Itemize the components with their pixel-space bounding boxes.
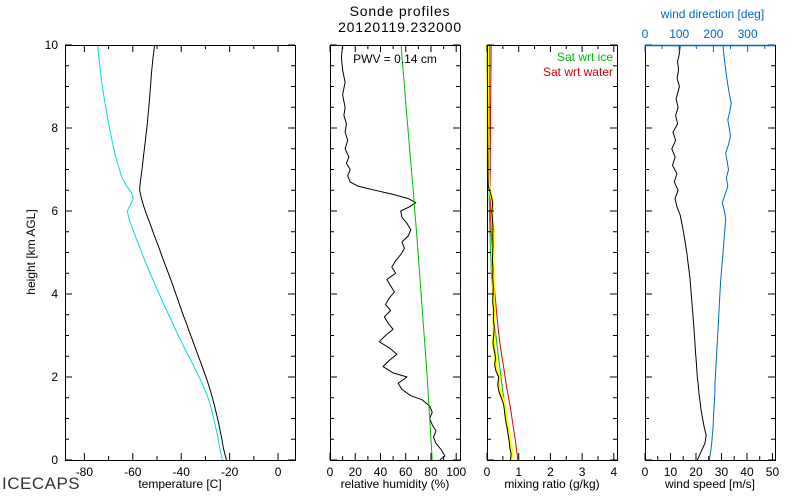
y-axis-label-height: height [km AGL] [24,209,38,295]
top-axis-label-wind-direction: wind direction [deg] [660,7,765,21]
legend-sat-wrt-ice: Sat wrt ice [556,50,613,64]
svg-text:-60: -60 [124,465,142,479]
svg-text:80: 80 [424,465,438,479]
svg-text:6: 6 [51,204,58,218]
svg-text:30: 30 [715,465,729,479]
pwv-annotation: PWV = 0.14 cm [353,52,437,66]
x-axis-label-temperature: temperature [C] [138,477,222,491]
x-axis-label-relative-humidity: relative humidity (%) [340,477,450,491]
svg-text:100: 100 [446,465,466,479]
svg-text:0: 0 [327,465,334,479]
svg-text:40: 40 [374,465,388,479]
svg-text:0: 0 [642,465,649,479]
svg-text:60: 60 [399,465,413,479]
svg-text:40: 40 [740,465,754,479]
svg-text:8: 8 [51,121,58,135]
svg-text:-80: -80 [76,465,94,479]
icecaps-watermark: ICECAPS [2,474,81,493]
svg-text:100: 100 [669,27,689,41]
svg-text:10: 10 [45,38,59,52]
svg-text:1: 1 [515,465,522,479]
svg-text:0: 0 [484,465,491,479]
svg-text:2: 2 [51,370,58,384]
svg-text:3: 3 [579,465,586,479]
svg-text:200: 200 [703,27,723,41]
svg-text:0: 0 [51,453,58,467]
svg-text:20: 20 [349,465,363,479]
svg-text:-20: -20 [221,465,239,479]
page-title: Sonde profiles [349,3,451,19]
svg-text:4: 4 [610,465,617,479]
x-axis-label-wind-speed: wind speed [m/s] [664,477,756,491]
svg-text:300: 300 [738,27,758,41]
svg-text:0: 0 [275,465,282,479]
svg-text:4: 4 [51,287,58,301]
svg-text:50: 50 [766,465,780,479]
chart-datetime-subtitle: 20120119.232000 [338,19,462,35]
svg-text:10: 10 [664,465,678,479]
svg-text:20: 20 [689,465,703,479]
mixing-ratio-legend: Sat wrt ice Sat wrt water [487,50,613,80]
svg-text:-40: -40 [173,465,191,479]
svg-text:2: 2 [547,465,554,479]
x-axis-label-mixing-ratio: mixing ratio (g/kg) [504,477,600,491]
legend-sat-wrt-water: Sat wrt water [542,65,613,79]
svg-text:0: 0 [642,27,649,41]
